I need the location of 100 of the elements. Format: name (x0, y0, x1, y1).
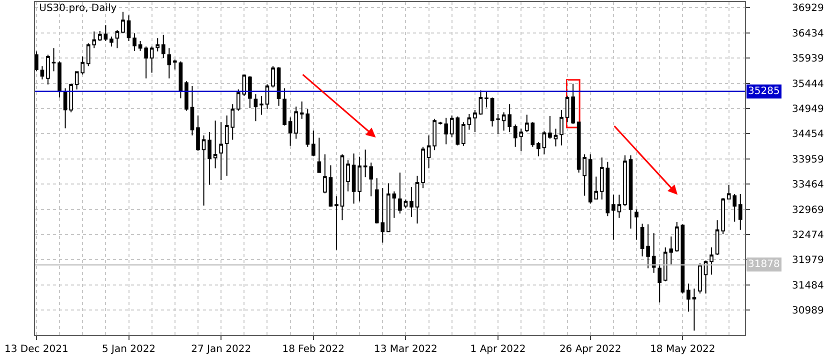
y-tick-label: 31979 (792, 255, 824, 266)
candlestick (334, 196, 338, 250)
candlestick (548, 116, 552, 140)
candlestick (248, 76, 252, 109)
y-tick-label: 36929 (792, 3, 824, 14)
candlestick (276, 66, 281, 106)
x-tick-label: 1 Apr 2022 (470, 344, 526, 355)
candlestick (628, 154, 633, 230)
candlestick (110, 36, 114, 48)
y-tick-label: 31484 (792, 280, 824, 292)
candlestick (219, 122, 223, 180)
candlestick (121, 11, 125, 34)
candlestick (542, 130, 546, 155)
candlestick (692, 288, 696, 332)
x-tick-label: 18 Feb 2022 (282, 344, 345, 355)
candlestick (571, 83, 575, 124)
candlestick (260, 95, 264, 116)
candlestick (606, 161, 610, 217)
candlestick (502, 112, 506, 132)
candlestick (265, 84, 270, 110)
candlestick (698, 262, 702, 294)
candlestick (282, 88, 286, 126)
candlestick (508, 104, 512, 133)
candlestick (311, 130, 316, 157)
candlestick (646, 224, 650, 269)
candlestick (554, 128, 558, 147)
candlestick (652, 232, 656, 274)
y-tick-label: 32474 (792, 230, 824, 241)
candlestick (40, 66, 44, 80)
candlestick (524, 114, 529, 133)
x-tick-label: 27 Jan 2022 (191, 344, 252, 355)
y-tick-label: 36434 (792, 28, 824, 40)
y-tick-label: 33464 (792, 180, 824, 191)
candlestick (213, 120, 218, 169)
candlestick (104, 24, 108, 42)
candlestick (144, 46, 148, 79)
candlestick (738, 193, 742, 230)
candlestick (115, 30, 120, 49)
candlestick (52, 48, 56, 72)
candlestick (317, 137, 322, 174)
candlestick (675, 221, 679, 252)
candlestick (686, 283, 690, 312)
candlestick (496, 114, 500, 134)
y-tick-label: 30989 (792, 306, 824, 317)
candlestick (323, 154, 327, 194)
candlestick (173, 59, 177, 70)
x-tick-label: 5 Jan 2022 (102, 344, 156, 355)
candlestick (208, 132, 212, 186)
candlestick (421, 146, 425, 189)
candlestick (132, 32, 136, 52)
candlestick (710, 246, 714, 276)
x-tick-label: 26 Apr 2022 (559, 344, 622, 355)
candlestick (600, 157, 604, 200)
x-tick-label: 13 Dec 2021 (4, 344, 68, 355)
candlestick (271, 66, 275, 88)
candlestick (346, 160, 350, 192)
candlestick (58, 60, 62, 98)
candlestick (536, 142, 540, 157)
candlestick (398, 172, 402, 214)
candlestick (715, 220, 720, 256)
y-tick-label: 35939 (792, 54, 824, 65)
candlestick (386, 182, 390, 233)
candlestick (358, 156, 362, 202)
candlestick (98, 30, 102, 42)
candlestick (126, 14, 131, 42)
y-tick-label: 32969 (792, 204, 824, 216)
candlestick (582, 154, 587, 196)
candlestick (490, 96, 494, 127)
candlestick (167, 48, 172, 79)
candlestick (721, 198, 725, 235)
candlestick (617, 194, 622, 218)
candlestick (340, 154, 344, 221)
candlestick (294, 106, 298, 140)
x-tick-label: 13 Mar 2022 (374, 344, 438, 355)
candlestick (478, 90, 483, 116)
candlestick (640, 223, 644, 257)
candlestick (184, 80, 188, 112)
candlestick (658, 263, 662, 303)
candlestick (467, 114, 472, 130)
candlestick (576, 122, 581, 174)
ref-line-label: 35285 (748, 86, 780, 97)
candlestick (138, 40, 142, 52)
candlestick (404, 199, 408, 208)
candlestick (161, 34, 166, 59)
candlestick (473, 109, 477, 133)
candlestick (530, 122, 535, 148)
candlestick (236, 88, 240, 112)
ref-line-label: 31878 (748, 259, 780, 270)
candlestick (432, 118, 436, 151)
candlestick (560, 109, 564, 146)
candlestick (392, 190, 396, 218)
candlestick (634, 208, 638, 240)
candlestick (63, 88, 68, 129)
candlestick (190, 86, 194, 136)
y-tick-label: 34949 (792, 104, 824, 115)
candlestick (202, 134, 206, 206)
x-tick-label: 18 May 2022 (650, 344, 716, 355)
candlestick (288, 116, 292, 146)
candlestick (352, 152, 356, 204)
candlestick (623, 154, 627, 207)
